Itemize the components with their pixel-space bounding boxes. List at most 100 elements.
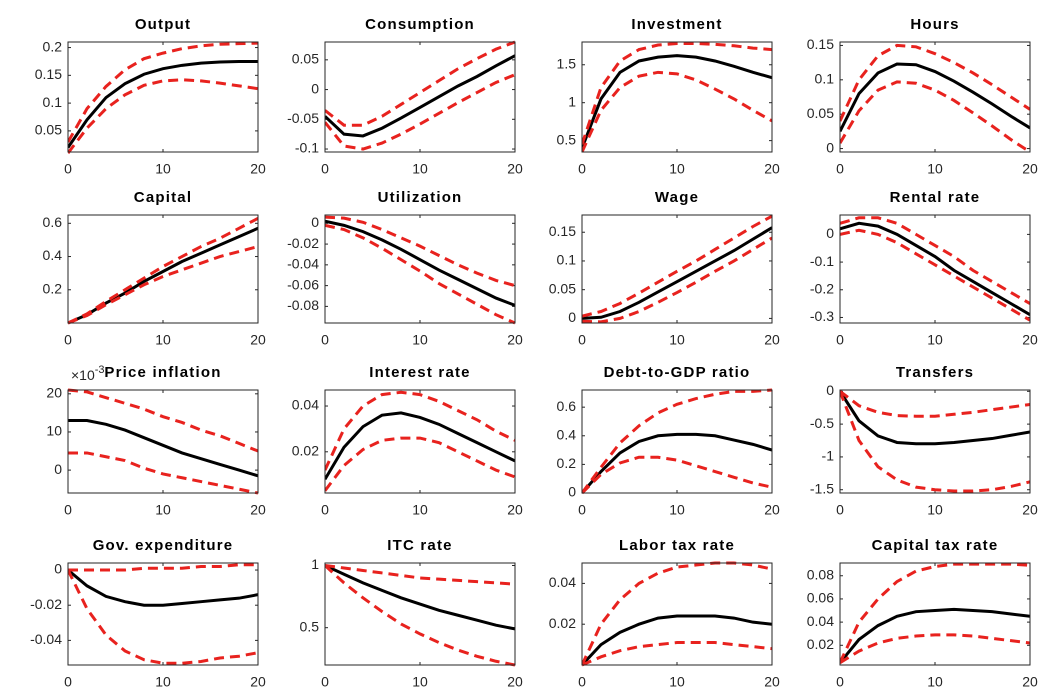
y-tick-label: -0.08 <box>287 297 319 313</box>
x-tick-label: 20 <box>764 674 780 690</box>
axes-box <box>67 214 259 324</box>
band-line <box>68 245 258 325</box>
band-line <box>325 223 515 325</box>
band-line <box>582 70 772 153</box>
axes-box <box>324 214 516 324</box>
x-tick-label: 20 <box>507 502 523 518</box>
y-tick-label: 0.4 <box>43 247 63 263</box>
x-tick-label: 0 <box>836 674 844 690</box>
subplot: 0 10 20 0.02 0.04 Labor tax rate <box>549 537 780 690</box>
band-line <box>840 390 1030 418</box>
x-tick-label: 20 <box>250 161 266 177</box>
axes-box <box>67 562 259 666</box>
subplot: 0 10 20 0 0.05 0.1 0.15 Wage <box>549 189 780 348</box>
axes-box <box>581 41 773 153</box>
x-tick-label: 10 <box>155 502 171 518</box>
band-line <box>68 451 258 495</box>
subplot-title: Utilization <box>378 189 463 206</box>
y-tick-label: 0.2 <box>43 280 63 296</box>
band-line <box>68 388 258 453</box>
x-tick-label: 0 <box>836 161 844 177</box>
subplot-title: Debt-to-GDP ratio <box>604 364 751 381</box>
y-tick-label: 0 <box>54 561 62 577</box>
x-tick-label: 10 <box>669 502 685 518</box>
y-tick-label: 0 <box>568 309 576 325</box>
band-line <box>582 641 772 667</box>
y-tick-label: 0.05 <box>292 51 319 67</box>
subplot-title: Output <box>135 16 191 33</box>
axes-box <box>581 389 773 494</box>
x-tick-label: 10 <box>927 502 943 518</box>
band-line <box>325 40 515 127</box>
band-line <box>840 216 1030 305</box>
subplot-title: Capital tax rate <box>872 537 999 554</box>
y-tick-label: -0.1 <box>295 140 319 156</box>
x-tick-label: 0 <box>64 161 72 177</box>
axes-box <box>839 214 1031 324</box>
subplot-title: Consumption <box>365 16 475 33</box>
median-line <box>840 607 1030 664</box>
band-line <box>68 216 258 325</box>
subplot-title: Interest rate <box>369 364 470 381</box>
x-tick-label: 0 <box>578 502 586 518</box>
subplot-title: Investment <box>631 16 722 33</box>
y-tick-label: 0 <box>311 214 319 230</box>
median-line <box>582 432 772 494</box>
y-tick-label: 0.02 <box>807 636 834 652</box>
x-tick-label: 0 <box>64 674 72 690</box>
x-tick-label: 0 <box>321 674 329 690</box>
x-tick-label: 20 <box>250 674 266 690</box>
x-tick-label: 20 <box>764 502 780 518</box>
y-tick-label: 0 <box>54 461 62 477</box>
band-line <box>582 214 772 318</box>
x-tick-label: 20 <box>1022 332 1038 348</box>
subplot-title: Price inflation <box>104 364 221 381</box>
subplot: 0 10 20 0.02 0.04 0.06 0.08 Capital tax rate <box>807 537 1038 690</box>
y-tick-label: 0 <box>311 80 319 96</box>
x-tick-label: 20 <box>507 161 523 177</box>
x-tick-label: 20 <box>507 674 523 690</box>
band-line <box>325 564 515 667</box>
y-tick-label: 0.1 <box>43 94 63 110</box>
x-tick-label: 0 <box>64 332 72 348</box>
band-line <box>840 633 1030 664</box>
axes-box <box>67 41 259 153</box>
plot-area <box>840 215 1030 323</box>
subplot-title: Transfers <box>896 364 974 381</box>
x-tick-label: 20 <box>507 332 523 348</box>
x-tick-label: 0 <box>64 502 72 518</box>
y-tick-label: 0.02 <box>549 615 576 631</box>
y-tick-label: -0.02 <box>30 596 62 612</box>
axes-box <box>581 214 773 324</box>
subplot: 0 10 20 0 0.05 0.1 0.15 Hours <box>807 16 1038 177</box>
x-tick-label: 20 <box>1022 502 1038 518</box>
subplot: 0 10 20 0.5 1 ITC rate <box>300 537 523 690</box>
plot-area <box>582 42 772 152</box>
y-tick-label: 1 <box>568 93 576 109</box>
x-tick-label: 0 <box>836 332 844 348</box>
y-tick-label: 0.6 <box>557 398 577 414</box>
plot-area <box>840 390 1030 493</box>
y-tick-label: 0.1 <box>815 71 835 87</box>
y-tick-label: 0.15 <box>549 223 576 239</box>
median-line <box>68 568 258 607</box>
y-tick-label: 1.5 <box>557 55 577 71</box>
median-line <box>582 226 772 320</box>
band-line <box>840 562 1030 664</box>
y-tick-label: 0.04 <box>549 574 576 590</box>
y-tick-label: -0.05 <box>287 110 319 126</box>
y-tick-label: -1.5 <box>810 480 834 496</box>
x-tick-label: 20 <box>250 502 266 518</box>
plot-area <box>325 215 515 323</box>
y-tick-label: 0.04 <box>292 397 319 413</box>
axes-box <box>839 562 1031 666</box>
median-line <box>325 54 515 138</box>
y-tick-label: 0.4 <box>557 426 577 442</box>
plot-area <box>840 563 1030 665</box>
y-multiplier: ×10-3 <box>71 364 105 383</box>
band-line <box>582 236 772 324</box>
x-tick-label: 10 <box>412 502 428 518</box>
x-tick-label: 10 <box>669 674 685 690</box>
y-multiplier-base: ×10 <box>71 367 95 383</box>
